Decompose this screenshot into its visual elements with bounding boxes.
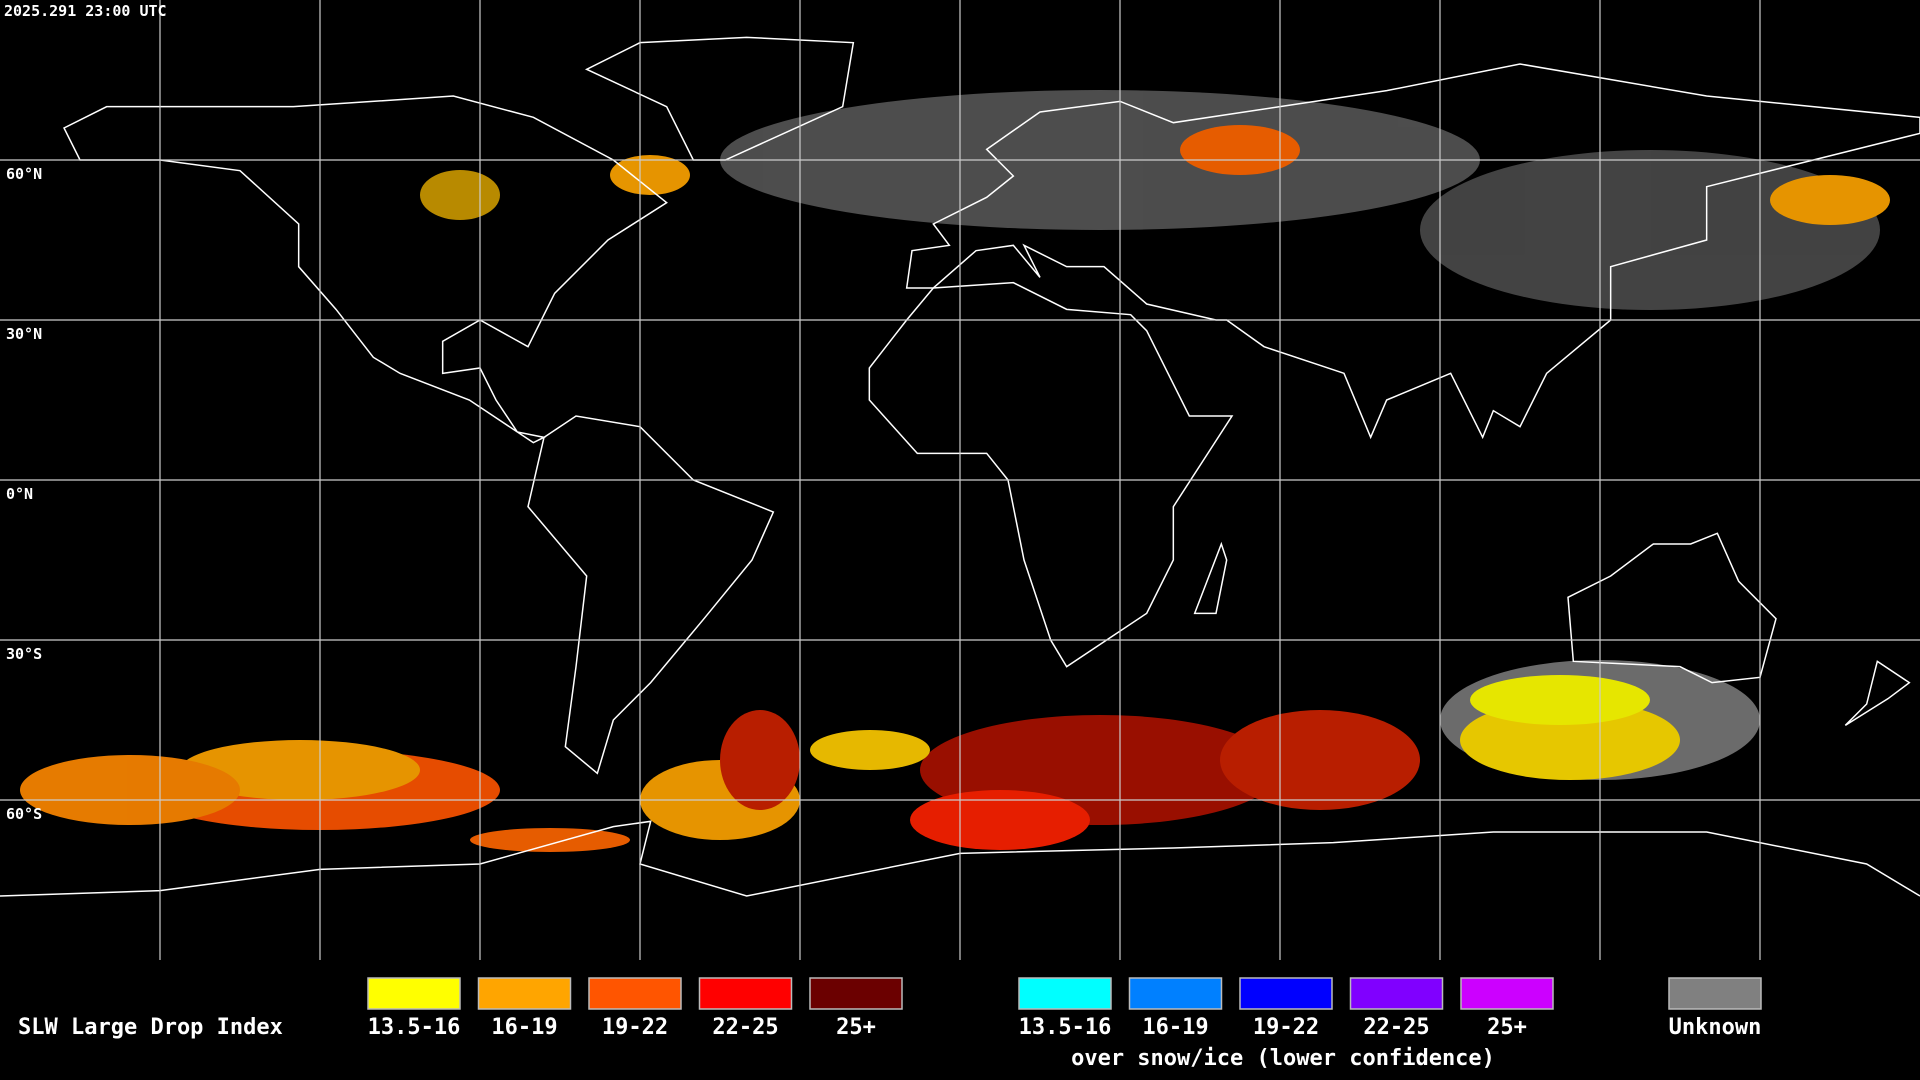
legend-swatch (809, 977, 903, 1010)
legend-label: 13.5-16 (1019, 1015, 1112, 1040)
graticule: 60°N 30°N 0°N 30°S 60°S (0, 0, 1920, 960)
legend-swatch (698, 977, 793, 1010)
latitude-label: 30°N (6, 325, 42, 343)
legend-title: SLW Large Drop Index (18, 1015, 283, 1040)
legend-label: 19-22 (602, 1015, 668, 1040)
legend-swatch (1128, 977, 1223, 1010)
legend-swatch (1239, 977, 1333, 1010)
legend: SLW Large Drop Index 13.5-16 16-19 19-22 22-… (18, 977, 1762, 1071)
legend-swatch (1018, 977, 1112, 1010)
legend-swatch (477, 977, 572, 1010)
legend-label: 19-22 (1253, 1015, 1319, 1040)
latitude-label: 0°N (6, 485, 33, 503)
legend-label: 25+ (836, 1015, 876, 1040)
legend-label: 22-25 (712, 1015, 778, 1040)
legend-swatch (1668, 977, 1762, 1010)
legend-label: 16-19 (1142, 1015, 1208, 1040)
legend-swatch (588, 977, 682, 1010)
legend-label: 22-25 (1363, 1015, 1429, 1040)
legend-label: 25+ (1487, 1015, 1527, 1040)
cloud-imagery (20, 90, 1890, 852)
legend-swatch (1349, 977, 1444, 1010)
latitude-label: 60°S (6, 805, 42, 823)
legend-label: Unknown (1669, 1015, 1762, 1040)
legend-label: 16-19 (491, 1015, 557, 1040)
legend-label: 13.5-16 (368, 1015, 461, 1040)
legend-panel (0, 960, 1920, 1080)
timestamp: 2025.291 23:00 UTC (4, 2, 167, 20)
latitude-label: 60°N (6, 165, 42, 183)
legend-swatch (1460, 977, 1554, 1010)
legend-caption: over snow/ice (lower confidence) (1071, 1046, 1495, 1071)
legend-swatch (367, 977, 461, 1010)
latitude-label: 30°S (6, 645, 42, 663)
